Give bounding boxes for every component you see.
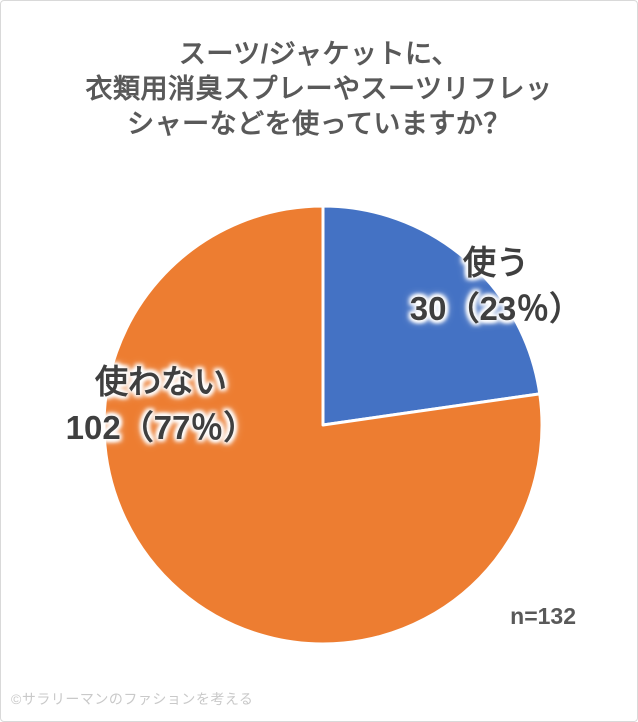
chart-title: スーツ/ジャケットに、 衣類用消臭スプレーやスーツリフレッ シャーなどを使ってい… (85, 39, 553, 139)
data-label-use-value: 30（23％） (409, 290, 583, 327)
sample-size-label: n=132 (510, 603, 576, 629)
data-label-notuse-name: 使わない (94, 363, 227, 400)
data-label-use: 使う 30（23％） (410, 240, 582, 332)
copyright-credit: ©サラリーマンのファションを考える (11, 691, 254, 707)
pie-slice-use (321, 204, 542, 427)
pie-slice-notuse (102, 204, 544, 646)
data-label-notuse-value: 102（77％） (65, 409, 257, 446)
data-label-use-name: 使う (462, 244, 529, 281)
data-label-notuse: 使わない 102（77％） (66, 359, 257, 451)
pie-chart (102, 204, 544, 646)
